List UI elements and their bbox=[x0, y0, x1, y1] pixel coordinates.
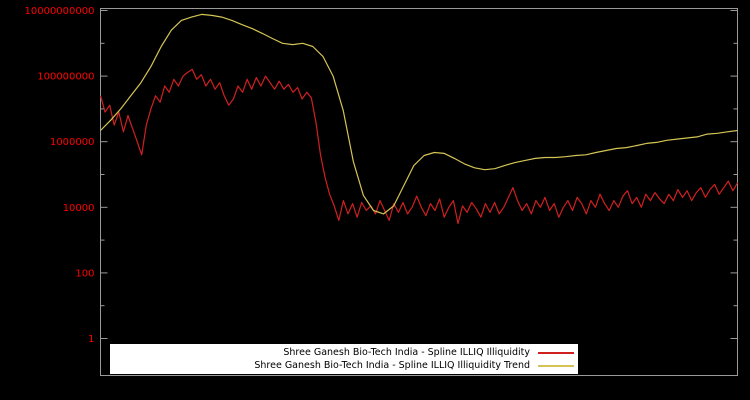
y-tick-label: 1000000 bbox=[50, 137, 95, 148]
y-tick-label: 1 bbox=[88, 334, 94, 345]
legend-item-illiquidity: Shree Ganesh Bio-Tech India - Spline ILL… bbox=[114, 347, 574, 359]
y-tick-label: 100000000 bbox=[37, 72, 94, 83]
legend-swatch-trend-line bbox=[538, 364, 574, 367]
legend-item-trend: Shree Ganesh Bio-Tech India - Spline ILL… bbox=[114, 360, 574, 372]
legend: Shree Ganesh Bio-Tech India - Spline ILL… bbox=[110, 344, 578, 374]
legend-label-trend: Shree Ganesh Bio-Tech India - Spline ILL… bbox=[254, 359, 530, 371]
y-tick-label: 10000 bbox=[63, 203, 95, 214]
plot-border bbox=[100, 8, 738, 376]
y-axis-labels: 1 100 10000 1000000 100000000 10000000000 bbox=[25, 6, 95, 345]
trend-line bbox=[100, 13, 738, 215]
y-tick-label: 10000000000 bbox=[25, 6, 95, 17]
y-tick-label: 100 bbox=[75, 268, 94, 279]
illiquidity-line bbox=[99, 68, 739, 225]
legend-label-illiquidity: Shree Ganesh Bio-Tech India - Spline ILL… bbox=[283, 346, 530, 358]
legend-swatch-illiquidity-line bbox=[538, 351, 574, 354]
y-axis-ticks bbox=[100, 10, 738, 339]
